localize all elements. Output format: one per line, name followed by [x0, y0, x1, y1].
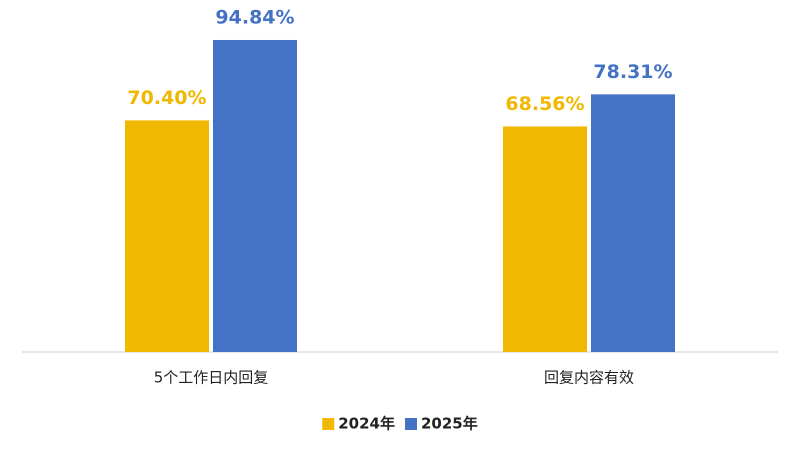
data-label: 68.56%	[505, 93, 584, 115]
legend-swatch	[322, 418, 335, 430]
bar	[503, 126, 587, 353]
x-tick-label: 5个工作日内回复	[154, 369, 269, 387]
legend-swatch	[405, 418, 417, 430]
bar	[213, 39, 297, 352]
data-label: 94.84%	[215, 6, 294, 28]
x-tick-label: 回复内容有效	[544, 369, 634, 387]
bar	[125, 120, 209, 352]
data-label: 70.40%	[127, 87, 206, 109]
legend-label: 2024年	[338, 415, 395, 433]
legend-label: 2025年	[421, 415, 478, 433]
data-label: 78.31%	[593, 61, 672, 83]
bar	[591, 94, 675, 352]
